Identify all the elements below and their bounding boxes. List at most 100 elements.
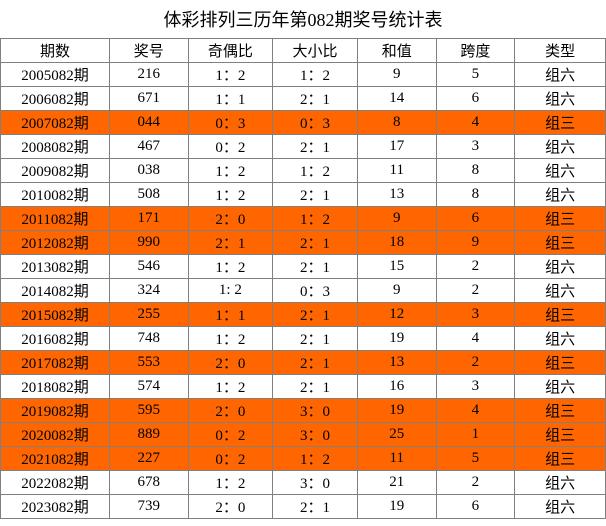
table-cell: 2021082期 [1,447,110,471]
table-cell: 324 [109,279,188,303]
table-cell: 6 [436,207,515,231]
col-header: 跨度 [436,39,515,63]
table-cell: 2017082期 [1,351,110,375]
table-cell: 21 [357,471,436,495]
table-cell: 组三 [515,303,606,327]
table-cell: 546 [109,255,188,279]
table-cell: 18 [357,231,436,255]
table-cell: 2：1 [273,183,358,207]
table-cell: 组六 [515,375,606,399]
table-cell: 2014082期 [1,279,110,303]
table-cell: 2：0 [188,207,273,231]
table-row: 2013082期5461：22：1152组六 [1,255,606,279]
table-cell: 1：2 [188,255,273,279]
table-cell: 739 [109,495,188,519]
table-cell: 2008082期 [1,135,110,159]
table-cell: 2：1 [273,303,358,327]
table-cell: 2：1 [273,375,358,399]
table-cell: 1：2 [188,471,273,495]
table-cell: 467 [109,135,188,159]
table-cell: 2 [436,279,515,303]
table-row: 2022082期6781：23：0212组六 [1,471,606,495]
table-cell: 9 [357,279,436,303]
table-cell: 2：0 [188,495,273,519]
table-cell: 2013082期 [1,255,110,279]
table-cell: 574 [109,375,188,399]
table-cell: 9 [357,63,436,87]
table-cell: 9 [436,231,515,255]
table-cell: 2016082期 [1,327,110,351]
table-cell: 2010082期 [1,183,110,207]
table-row: 2006082期6711：12：1146组六 [1,87,606,111]
table-row: 2007082期0440：30：384组三 [1,111,606,135]
table-cell: 5 [436,447,515,471]
table-cell: 595 [109,399,188,423]
table-cell: 8 [436,159,515,183]
table-cell: 0：2 [188,447,273,471]
table-header-row: 期数奖号奇偶比大小比和值跨度类型 [1,39,606,63]
table-cell: 553 [109,351,188,375]
table-row: 2010082期5081：22：1138组六 [1,183,606,207]
table-cell: 3 [436,135,515,159]
table-cell: 组六 [515,327,606,351]
table-cell: 227 [109,447,188,471]
table-cell: 990 [109,231,188,255]
table-cell: 2022082期 [1,471,110,495]
table-cell: 2：1 [273,495,358,519]
table-cell: 3 [436,375,515,399]
table-row: 2021082期2270：21：2115组三 [1,447,606,471]
table-cell: 8 [357,111,436,135]
table-cell: 15 [357,255,436,279]
table-cell: 组三 [515,231,606,255]
col-header: 和值 [357,39,436,63]
table-cell: 2：1 [273,327,358,351]
table-cell: 671 [109,87,188,111]
table-row: 2017082期5532：02：1132组三 [1,351,606,375]
table-cell: 4 [436,327,515,351]
table-row: 2009082期0381：21：2118组六 [1,159,606,183]
table-cell: 组六 [515,135,606,159]
table-row: 2005082期2161：21：295组六 [1,63,606,87]
col-header: 类型 [515,39,606,63]
table-cell: 2005082期 [1,63,110,87]
table-cell: 组三 [515,447,606,471]
table-title: 体彩排列三历年第082期奖号统计表 [0,0,606,38]
table-cell: 19 [357,495,436,519]
table-cell: 1：2 [188,375,273,399]
table-row: 2023082期7392：02：1196组六 [1,495,606,519]
table-cell: 14 [357,87,436,111]
table-cell: 678 [109,471,188,495]
table-cell: 组六 [515,87,606,111]
table-cell: 1：2 [188,63,273,87]
table-cell: 组六 [515,495,606,519]
table-cell: 2：1 [273,135,358,159]
table-cell: 3：0 [273,399,358,423]
table-cell: 748 [109,327,188,351]
table-cell: 2006082期 [1,87,110,111]
table-cell: 19 [357,399,436,423]
table-cell: 2023082期 [1,495,110,519]
table-cell: 1 [436,423,515,447]
table-cell: 2015082期 [1,303,110,327]
table-cell: 6 [436,87,515,111]
table-row: 2008082期4670：22：1173组六 [1,135,606,159]
table-cell: 13 [357,183,436,207]
table-cell: 13 [357,351,436,375]
table-row: 2016082期7481：22：1194组六 [1,327,606,351]
table-cell: 2011082期 [1,207,110,231]
table-cell: 044 [109,111,188,135]
col-header: 奖号 [109,39,188,63]
table-cell: 2：1 [273,351,358,375]
table-row: 2019082期5952：03：0194组三 [1,399,606,423]
table-cell: 0：3 [188,111,273,135]
table-cell: 17 [357,135,436,159]
table-cell: 1：1 [188,303,273,327]
table-cell: 2018082期 [1,375,110,399]
table-cell: 11 [357,447,436,471]
table-cell: 2：1 [273,231,358,255]
table-cell: 1：1 [188,87,273,111]
table-row: 2020082期8890：23：0251组三 [1,423,606,447]
table-cell: 组六 [515,183,606,207]
table-cell: 2007082期 [1,111,110,135]
table-cell: 1：2 [273,159,358,183]
